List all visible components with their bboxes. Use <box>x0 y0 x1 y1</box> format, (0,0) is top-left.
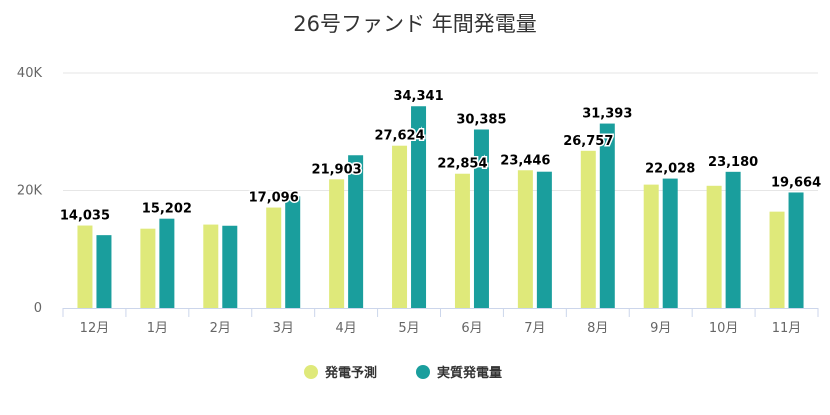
bar-forecast[interactable] <box>140 228 156 308</box>
bar-actual[interactable] <box>222 225 238 308</box>
data-label: 15,202 <box>142 202 192 217</box>
bar-forecast[interactable] <box>517 170 533 308</box>
x-tick-label: 5月 <box>398 321 419 336</box>
bar-actual[interactable] <box>411 106 427 308</box>
bar-forecast[interactable] <box>769 211 785 308</box>
bar-actual[interactable] <box>348 155 364 308</box>
data-label: 30,385 <box>456 112 506 127</box>
x-axis: 12月 1月 2月 3月 4月 5月 6月 7月 8月 9月 10月 11月 <box>62 308 819 336</box>
x-tick-label: 8月 <box>587 321 608 336</box>
bar-forecast[interactable] <box>580 150 596 308</box>
bar-forecast[interactable] <box>392 145 408 308</box>
x-tick-label: 1月 <box>147 321 168 336</box>
bar-forecast[interactable] <box>329 179 345 308</box>
legend-item-forecast[interactable]: 発電予測 <box>304 365 377 381</box>
bar-actual[interactable] <box>285 196 301 308</box>
y-tick-label: 20K <box>17 184 43 199</box>
bar-actual[interactable] <box>788 192 804 308</box>
data-label: 22,854 <box>437 157 487 172</box>
y-axis: 0 20K 40K <box>17 66 43 316</box>
data-label: 22,028 <box>645 162 695 177</box>
bar-forecast[interactable] <box>706 185 722 308</box>
y-tick-label: 0 <box>34 301 42 316</box>
bar-actual[interactable] <box>662 178 678 308</box>
y-tick-label: 40K <box>17 66 43 81</box>
bar-forecast[interactable] <box>643 184 659 308</box>
x-tick-label: 3月 <box>273 321 294 336</box>
bars[interactable] <box>77 106 804 308</box>
bar-forecast[interactable] <box>454 173 470 308</box>
legend[interactable]: 発電予測 実質発電量 <box>304 365 502 381</box>
data-label: 23,180 <box>708 155 758 170</box>
data-label: 19,664 <box>771 175 821 190</box>
data-label: 34,341 <box>393 89 443 104</box>
data-label: 14,035 <box>60 209 110 224</box>
legend-marker <box>416 365 430 379</box>
data-labels: 14,035 15,202 17,096 21,903 27,624 34,341 22,8… <box>58 88 822 225</box>
x-tick-label: 10月 <box>709 321 739 336</box>
bar-forecast[interactable] <box>77 225 93 308</box>
x-tick-label: 9月 <box>650 321 671 336</box>
data-label: 31,393 <box>582 107 632 122</box>
grid-lines <box>63 72 818 191</box>
chart-title: 26号ファンド 年間発電量 <box>293 12 536 36</box>
data-label: 21,903 <box>312 162 362 177</box>
legend-label: 発電予測 <box>324 365 377 381</box>
legend-label: 実質発電量 <box>437 365 502 381</box>
bar-actual[interactable] <box>725 171 741 308</box>
data-label: 17,096 <box>249 191 299 206</box>
bar-actual[interactable] <box>159 218 175 308</box>
legend-marker <box>304 365 318 379</box>
bar-forecast[interactable] <box>266 207 282 308</box>
bar-actual[interactable] <box>536 171 552 308</box>
legend-item-actual[interactable]: 実質発電量 <box>416 365 502 381</box>
x-tick-label: 4月 <box>335 321 356 336</box>
x-tick-label: 12月 <box>80 321 110 336</box>
bar-actual[interactable] <box>599 123 615 308</box>
data-label: 27,624 <box>374 129 424 144</box>
bar-actual[interactable] <box>96 235 112 308</box>
data-label: 26,757 <box>563 134 613 149</box>
x-tick-label: 7月 <box>524 321 545 336</box>
bar-actual[interactable] <box>473 129 489 308</box>
x-tick-label: 6月 <box>461 321 482 336</box>
x-tick-label: 11月 <box>772 321 802 336</box>
bar-forecast[interactable] <box>203 224 219 308</box>
x-tick-label: 2月 <box>210 321 231 336</box>
data-label: 23,446 <box>500 153 550 168</box>
